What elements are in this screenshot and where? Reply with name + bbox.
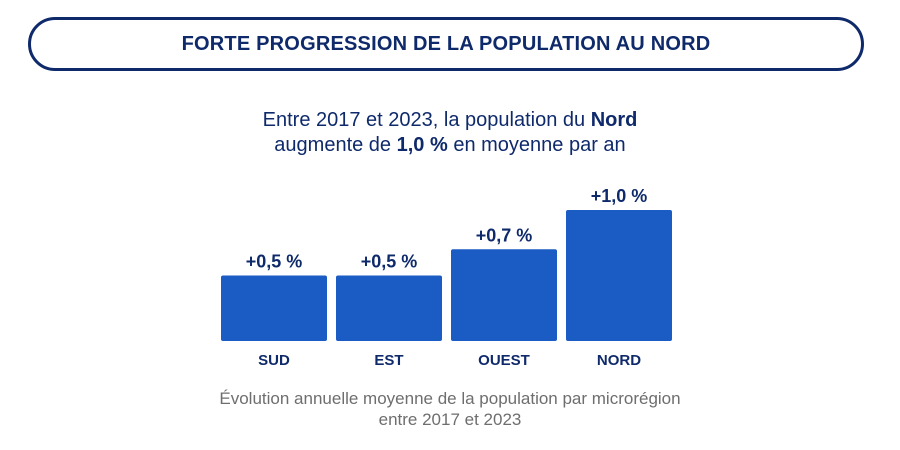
category-label-est: EST: [374, 352, 403, 369]
title-banner: FORTE PROGRESSION DE LA POPULATION AU NO…: [28, 17, 864, 71]
subtitle-line-1: Entre 2017 et 2023, la population du Nor…: [0, 108, 900, 133]
chart-subtitle: Entre 2017 et 2023, la population du Nor…: [0, 108, 900, 158]
bar-sud: [221, 275, 327, 341]
subtitle-line2-prefix: augmente de: [274, 134, 397, 156]
bar-est: [336, 275, 442, 341]
category-label-ouest: OUEST: [478, 352, 530, 369]
bar-ouest: [451, 249, 557, 341]
bar-chart: +0,5 % SUD +0,5 % EST +0,7 % OUEST +1,0 % NORD: [221, 186, 672, 369]
data-label-est: +0,5 %: [361, 252, 418, 272]
subtitle-line2-bold: 1,0 %: [396, 134, 448, 156]
chart-caption: Évolution annuelle moyenne de la populat…: [0, 388, 900, 430]
subtitle-line1-bold: Nord: [590, 109, 638, 131]
page-title: FORTE PROGRESSION DE LA POPULATION AU NO…: [181, 32, 711, 55]
subtitle-line1-prefix: Entre 2017 et 2023, la population du: [262, 109, 591, 131]
data-label-ouest: +0,7 %: [476, 225, 533, 245]
data-label-nord: +1,0 %: [591, 186, 648, 206]
category-label-sud: SUD: [258, 352, 290, 369]
bar-nord: [566, 210, 672, 341]
category-label-nord: NORD: [597, 352, 641, 369]
subtitle-line2-suffix: en moyenne par an: [447, 134, 626, 156]
subtitle-line-2: augmente de 1,0 % en moyenne par an: [0, 133, 900, 158]
caption-line-1: Évolution annuelle moyenne de la populat…: [219, 389, 681, 408]
caption-line-2: entre 2017 et 2023: [378, 410, 522, 429]
data-label-sud: +0,5 %: [246, 252, 303, 272]
